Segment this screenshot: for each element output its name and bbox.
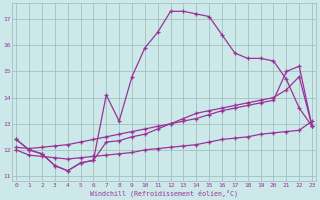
X-axis label: Windchill (Refroidissement éolien,°C): Windchill (Refroidissement éolien,°C) [90, 189, 238, 197]
